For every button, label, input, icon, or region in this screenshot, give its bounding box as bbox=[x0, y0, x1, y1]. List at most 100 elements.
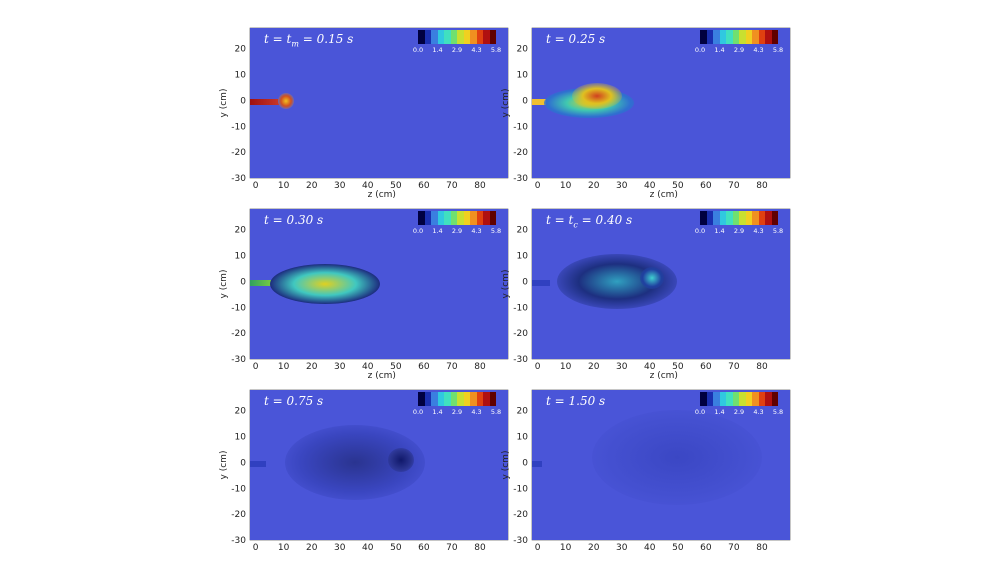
colorbar-segment bbox=[719, 392, 726, 406]
x-tick-label: 50 bbox=[672, 181, 684, 191]
colorbar-segment bbox=[470, 211, 477, 225]
colorbar-segment bbox=[424, 392, 431, 406]
y-tick-label: -10 bbox=[513, 484, 528, 494]
colorbar-segment bbox=[450, 211, 457, 225]
y-tick-label: -30 bbox=[513, 355, 528, 365]
colorbar-segment bbox=[719, 211, 726, 225]
plot-area: t = 0.25 s 0.0 1.4 2.9 4.3 5.8 bbox=[532, 28, 790, 178]
colorbar-tick-label: 0.0 bbox=[412, 227, 424, 235]
colorbar-segment bbox=[713, 392, 720, 406]
x-tick-label: 40 bbox=[644, 181, 656, 191]
y-tick-label: -20 bbox=[513, 148, 528, 158]
colorbar-segment bbox=[437, 392, 444, 406]
time-label: t = 1.50 s bbox=[546, 394, 606, 408]
x-tick-label: 0 bbox=[253, 362, 259, 372]
colorbar-segment bbox=[424, 30, 431, 44]
y-tick-label: -20 bbox=[231, 329, 246, 339]
panel-axes: 20 10 0 -10 -20 -30 0 10 20 30 40 50 60 70 80 y (cm) z (… bbox=[219, 27, 509, 200]
plot-area: t = 1.50 s 0.0 1.4 2.9 4.3 5.8 bbox=[532, 390, 790, 540]
colorbar-segment bbox=[745, 392, 752, 406]
colorbar-segment bbox=[752, 392, 759, 406]
x-tick-label: 60 bbox=[700, 362, 712, 372]
y-tick-label: -10 bbox=[513, 122, 528, 132]
x-axis-label: z (cm) bbox=[650, 371, 678, 381]
panel-t-0.40: 20 10 0 -10 -20 -30 0 10 20 30 40 50 60 70 80 y (cm) z (… bbox=[500, 203, 791, 383]
x-tick-label: 30 bbox=[616, 362, 628, 372]
colorbar: 0.0 1.4 2.9 4.3 5.8 bbox=[692, 211, 784, 241]
x-tick-label: 80 bbox=[756, 181, 768, 191]
x-tick-label: 70 bbox=[446, 543, 458, 553]
jet-nozzle bbox=[250, 99, 286, 105]
time-label: t = tc = 0.40 s bbox=[546, 213, 633, 230]
time-label: t = 0.30 s bbox=[264, 213, 324, 227]
y-tick-label: -20 bbox=[231, 148, 246, 158]
colorbar-segment bbox=[700, 211, 707, 225]
x-tick-label: 50 bbox=[390, 362, 402, 372]
x-tick-label: 50 bbox=[390, 543, 402, 553]
x-tick-label: 50 bbox=[672, 362, 684, 372]
y-tick-label: -20 bbox=[513, 329, 528, 339]
x-tick-label: 20 bbox=[306, 543, 318, 553]
jet-nozzle bbox=[250, 461, 266, 467]
jet-cloud bbox=[270, 264, 380, 304]
colorbar-segment bbox=[726, 392, 733, 406]
plot-area: t = tc = 0.40 s 0.0 1.4 2.9 4.3 5.8 bbox=[532, 209, 790, 359]
colorbar-segment bbox=[752, 211, 759, 225]
x-tick-label: 30 bbox=[616, 181, 628, 191]
y-tick-label: 10 bbox=[235, 252, 247, 262]
colorbar-segment bbox=[713, 30, 720, 44]
colorbar-segment bbox=[739, 392, 746, 406]
colorbar-segment bbox=[444, 211, 451, 225]
y-tick-label: -10 bbox=[231, 484, 246, 494]
x-tick-label: 0 bbox=[535, 362, 541, 372]
y-tick-label: 0 bbox=[522, 458, 528, 468]
colorbar-segment bbox=[457, 392, 464, 406]
colorbar-tick-label: 4.3 bbox=[471, 46, 482, 54]
x-tick-label: 0 bbox=[535, 181, 541, 191]
colorbar-tick-label: 2.9 bbox=[733, 408, 745, 416]
colorbar-segment bbox=[457, 30, 464, 44]
y-tick-label: 10 bbox=[517, 252, 529, 262]
colorbar-tick-label: 0.0 bbox=[694, 46, 706, 54]
x-tick-label: 40 bbox=[362, 543, 374, 553]
colorbar-tick-label: 2.9 bbox=[451, 227, 463, 235]
x-tick-label: 0 bbox=[253, 543, 259, 553]
colorbar-segment bbox=[758, 30, 765, 44]
y-tick-label: 20 bbox=[235, 226, 247, 236]
x-tick-label: 10 bbox=[278, 362, 290, 372]
colorbar-segment bbox=[437, 30, 444, 44]
x-tick-label: 10 bbox=[560, 181, 572, 191]
jet-head bbox=[640, 267, 664, 289]
colorbar-segment bbox=[706, 30, 713, 44]
y-tick-label: 20 bbox=[517, 226, 529, 236]
colorbar-segment bbox=[463, 211, 470, 225]
colorbar-segment bbox=[726, 211, 733, 225]
colorbar-segment bbox=[470, 30, 477, 44]
x-tick-label: 40 bbox=[362, 181, 374, 191]
x-tick-label: 40 bbox=[644, 543, 656, 553]
y-tick-label: 20 bbox=[235, 407, 247, 417]
colorbar-segment bbox=[431, 211, 438, 225]
colorbar-segment bbox=[476, 211, 483, 225]
colorbar-segment bbox=[450, 392, 457, 406]
colorbar-segment bbox=[418, 211, 425, 225]
colorbar: 0.0 1.4 2.9 4.3 5.8 bbox=[410, 392, 502, 422]
x-tick-label: 70 bbox=[728, 181, 740, 191]
colorbar-segment bbox=[483, 392, 490, 406]
x-axis-label: z (cm) bbox=[368, 190, 396, 200]
colorbar-segment bbox=[483, 211, 490, 225]
colorbar-tick-label: 2.9 bbox=[451, 408, 463, 416]
x-tick-label: 70 bbox=[728, 543, 740, 553]
colorbar-segment bbox=[758, 211, 765, 225]
panel-axes: 20 10 0 -10 -20 -30 0 10 20 30 40 50 60 70 80 y (cm) z (… bbox=[501, 27, 791, 200]
colorbar-segment bbox=[463, 30, 470, 44]
colorbar-tick-label: 4.3 bbox=[753, 408, 764, 416]
x-tick-label: 30 bbox=[334, 543, 346, 553]
y-axis-label: y (cm) bbox=[219, 270, 229, 299]
x-tick-label: 50 bbox=[390, 181, 402, 191]
colorbar-segment bbox=[765, 30, 772, 44]
colorbar-segment bbox=[713, 211, 720, 225]
colorbar-segment bbox=[700, 392, 707, 406]
panel-t-0.75: 20 10 0 -10 -20 -30 0 10 20 30 40 50 60 70 80 y (cm) t … bbox=[218, 384, 509, 564]
